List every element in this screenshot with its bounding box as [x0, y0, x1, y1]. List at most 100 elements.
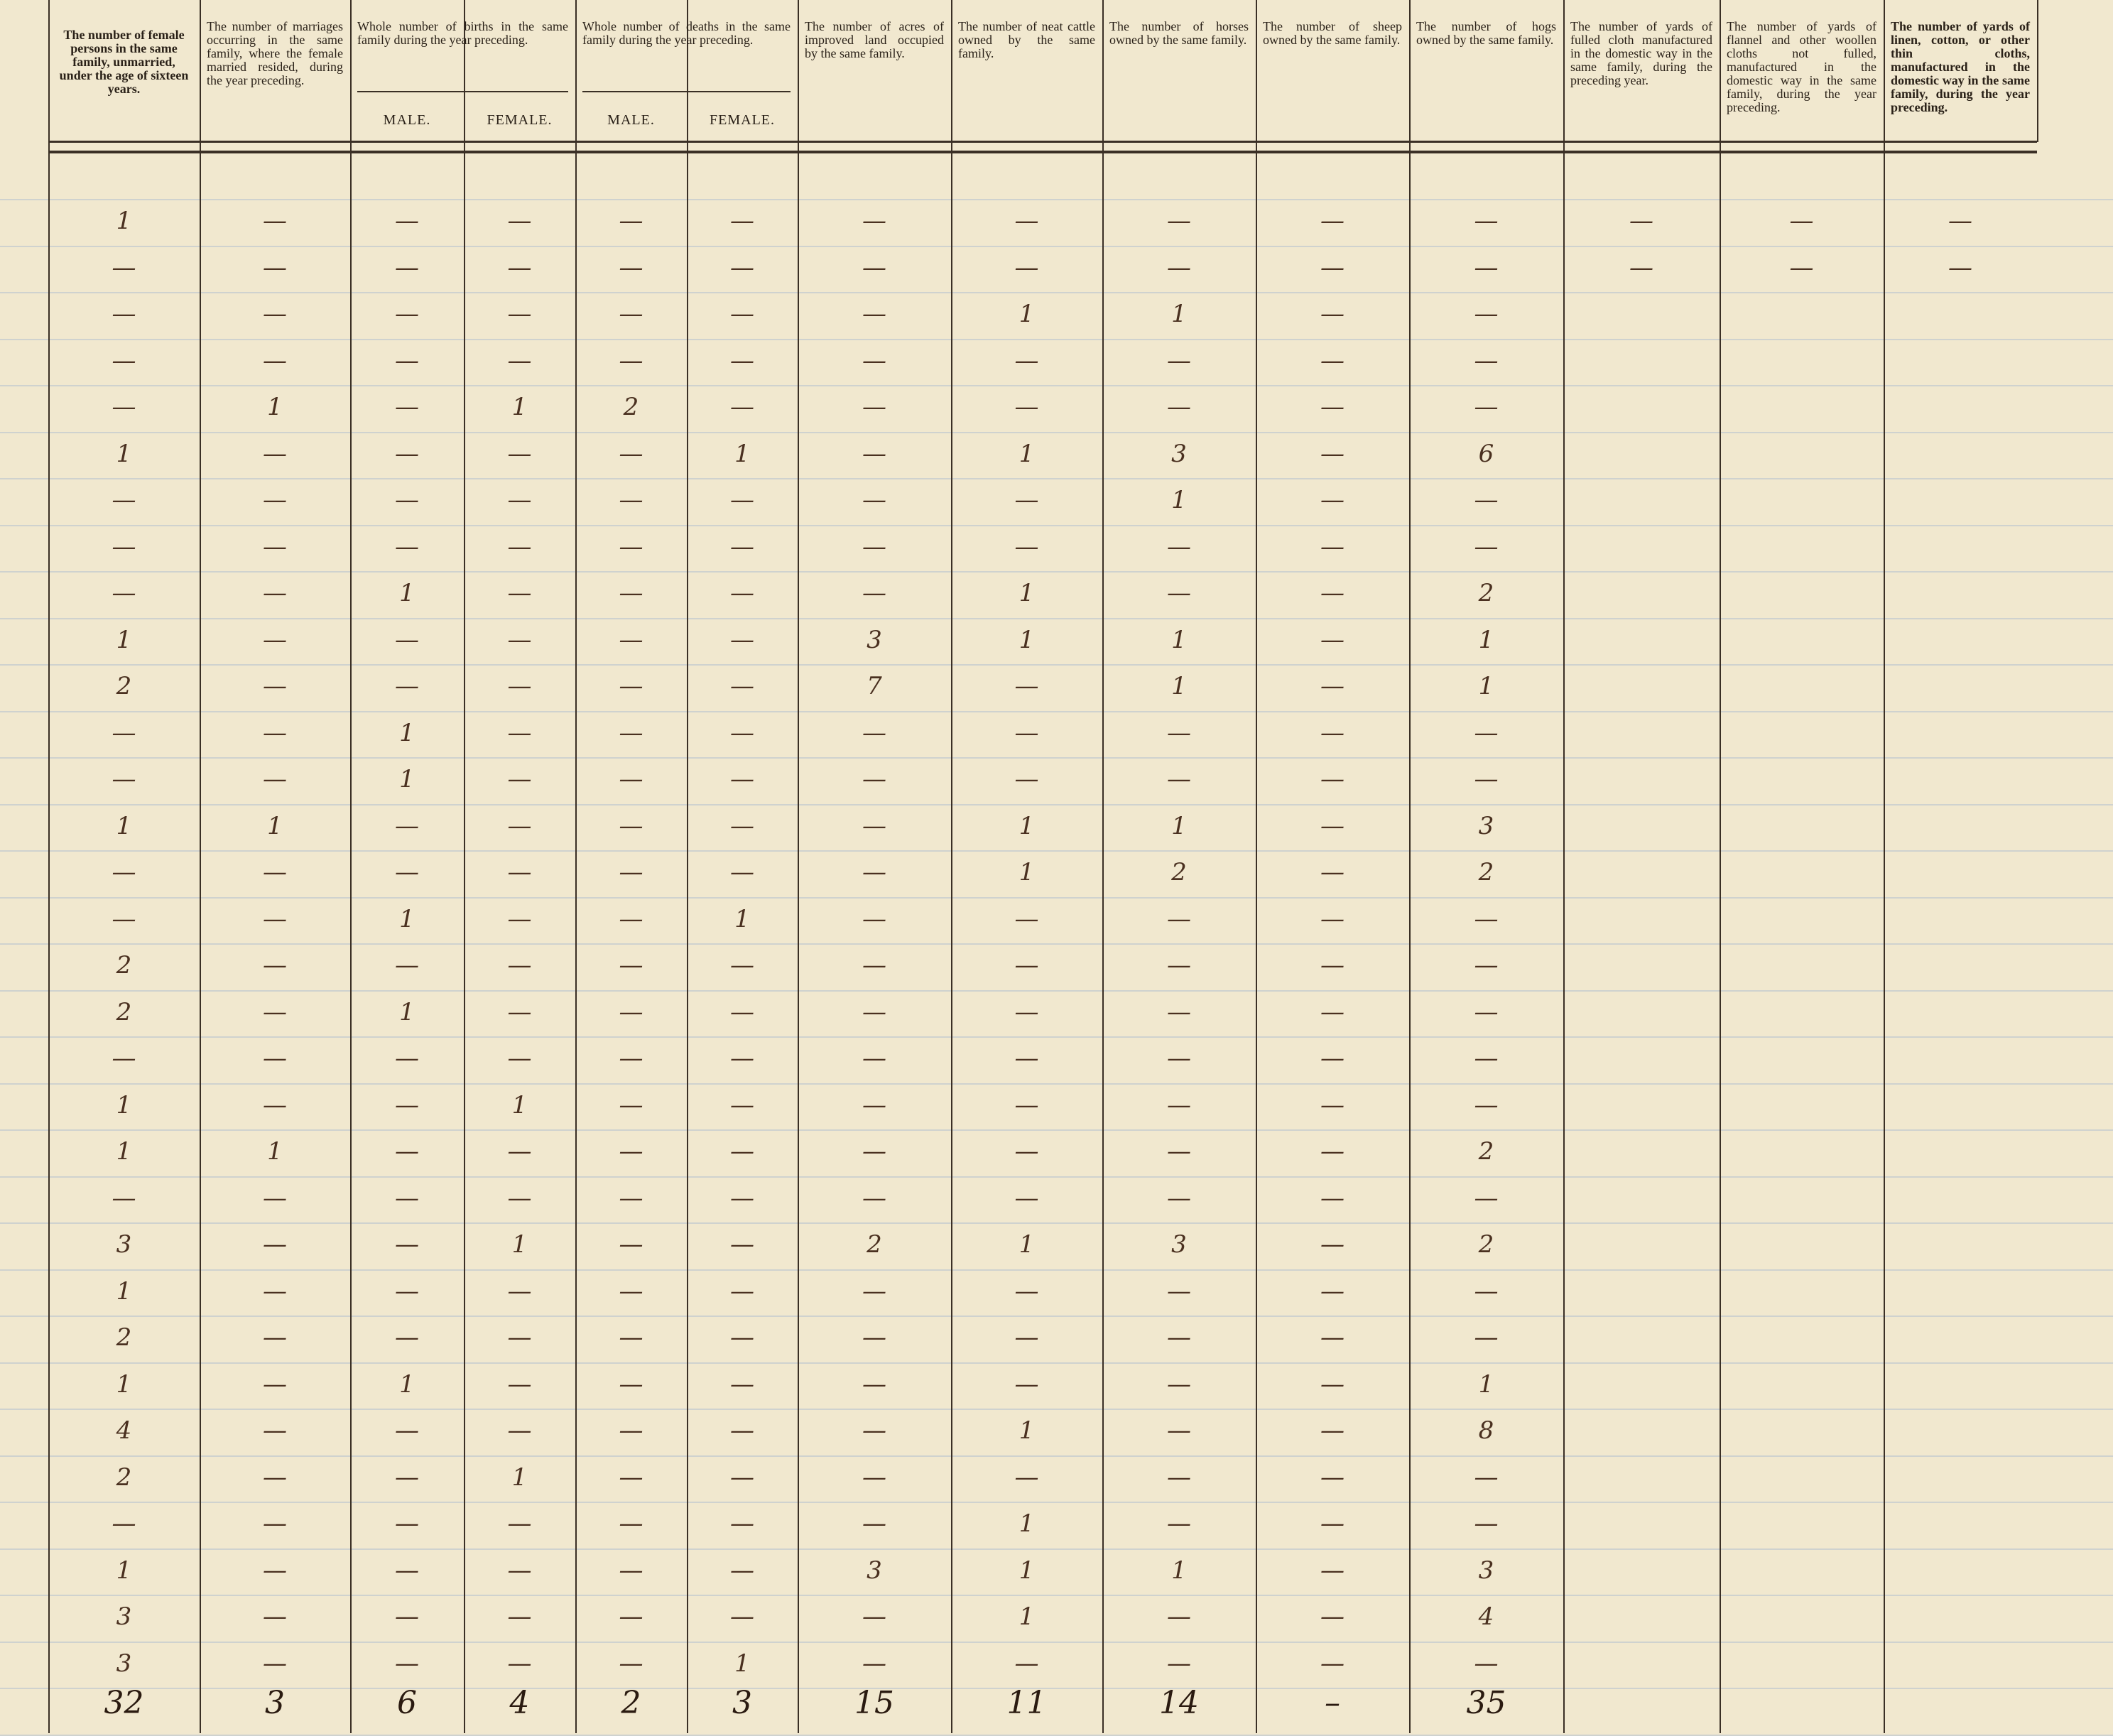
entry: 1: [1019, 579, 1035, 607]
header-rule: [48, 141, 2037, 143]
entry: 1: [1019, 1230, 1035, 1259]
entry: 2: [116, 1463, 132, 1492]
entry: —: [395, 1649, 419, 1678]
entry: —: [619, 951, 643, 980]
entry: 1: [1478, 625, 1494, 654]
entry: —: [507, 1137, 532, 1166]
column-line: [1102, 0, 1104, 1733]
entry: 1: [1171, 811, 1187, 840]
entry: —: [395, 253, 419, 282]
rule-line: [0, 1502, 2113, 1503]
entry: —: [862, 1137, 886, 1166]
entry: —: [619, 1509, 643, 1538]
column-line: [200, 0, 201, 1733]
entry: —: [862, 1276, 886, 1306]
entry: —: [619, 672, 643, 700]
entry: —: [1320, 1044, 1345, 1073]
column-line: [464, 0, 465, 1733]
entry: —: [507, 300, 532, 328]
entry: —: [1167, 1463, 1191, 1492]
entry: —: [1474, 207, 1499, 235]
rule-line: [0, 1688, 2113, 1689]
entry: —: [730, 1323, 754, 1352]
entry: —: [263, 997, 287, 1026]
entry: —: [1474, 951, 1499, 980]
entry: —: [112, 486, 136, 514]
entry: —: [730, 253, 754, 282]
total: 14: [1159, 1685, 1199, 1721]
entry: —: [263, 765, 287, 793]
entry: —: [1320, 625, 1345, 654]
entry: 2: [1171, 858, 1187, 886]
entry: —: [507, 1556, 532, 1585]
entry: —: [619, 1137, 643, 1166]
entry: —: [1320, 1137, 1345, 1166]
entry: —: [112, 1044, 136, 1073]
entry: —: [395, 1509, 419, 1538]
entry: —: [730, 1044, 754, 1073]
entry: —: [1629, 253, 1653, 282]
entry: —: [1474, 532, 1499, 561]
entry: —: [862, 1416, 886, 1445]
column-heading: The number of sheep owned by the same fa…: [1263, 19, 1402, 47]
entry: —: [862, 1369, 886, 1399]
entry: —: [395, 300, 419, 328]
entry: 1: [511, 1090, 528, 1119]
entry: 1: [399, 579, 415, 607]
entry: 1: [1019, 1602, 1035, 1631]
entry: —: [395, 951, 419, 980]
entry: —: [263, 1509, 287, 1538]
rule-line: [0, 524, 2113, 526]
entry: —: [1320, 858, 1345, 886]
entry: —: [619, 1649, 643, 1678]
entry: —: [1474, 1044, 1499, 1073]
entry: 3: [867, 1556, 882, 1585]
entry: —: [395, 1323, 419, 1352]
entry: —: [1014, 1276, 1039, 1306]
entry: —: [507, 625, 532, 654]
entry: —: [263, 1369, 287, 1399]
rule-line: [0, 943, 2113, 945]
rule-line: [0, 1595, 2113, 1596]
entry: —: [730, 346, 754, 375]
entry: —: [730, 1369, 754, 1399]
entry: —: [862, 1323, 886, 1352]
entry: —: [619, 486, 643, 514]
entry: —: [1474, 253, 1499, 282]
total: –: [1325, 1685, 1340, 1721]
entry: —: [507, 858, 532, 886]
entry: —: [112, 1183, 136, 1213]
entry: —: [1474, 1183, 1499, 1213]
entry: —: [619, 579, 643, 607]
entry: —: [263, 1649, 287, 1678]
entry: —: [1014, 904, 1039, 933]
entry: —: [1014, 486, 1039, 514]
entry: —: [1167, 904, 1191, 933]
entry: —: [1167, 532, 1191, 561]
entry: —: [395, 1137, 419, 1166]
entry: —: [862, 1183, 886, 1213]
entry: —: [507, 1416, 532, 1445]
entry: —: [730, 765, 754, 793]
entry: —: [1014, 346, 1039, 375]
entry: —: [619, 1416, 643, 1445]
entry: —: [730, 300, 754, 328]
entry: —: [619, 439, 643, 468]
entry: —: [1014, 1323, 1039, 1352]
entry: 1: [734, 904, 750, 933]
entry: —: [263, 1416, 287, 1445]
entry: —: [1320, 672, 1345, 700]
entry: —: [507, 1369, 532, 1399]
entry: —: [263, 625, 287, 654]
rule-line: [0, 757, 2113, 759]
sub-heading: MALE.: [383, 112, 431, 128]
entry: —: [619, 765, 643, 793]
entry: 1: [116, 811, 132, 840]
entry: 1: [1019, 439, 1035, 468]
entry: —: [1474, 1090, 1499, 1119]
entry: 1: [116, 1556, 132, 1585]
entry: —: [112, 393, 136, 421]
entry: —: [730, 1276, 754, 1306]
entry: —: [730, 393, 754, 421]
entry: —: [395, 1463, 419, 1492]
